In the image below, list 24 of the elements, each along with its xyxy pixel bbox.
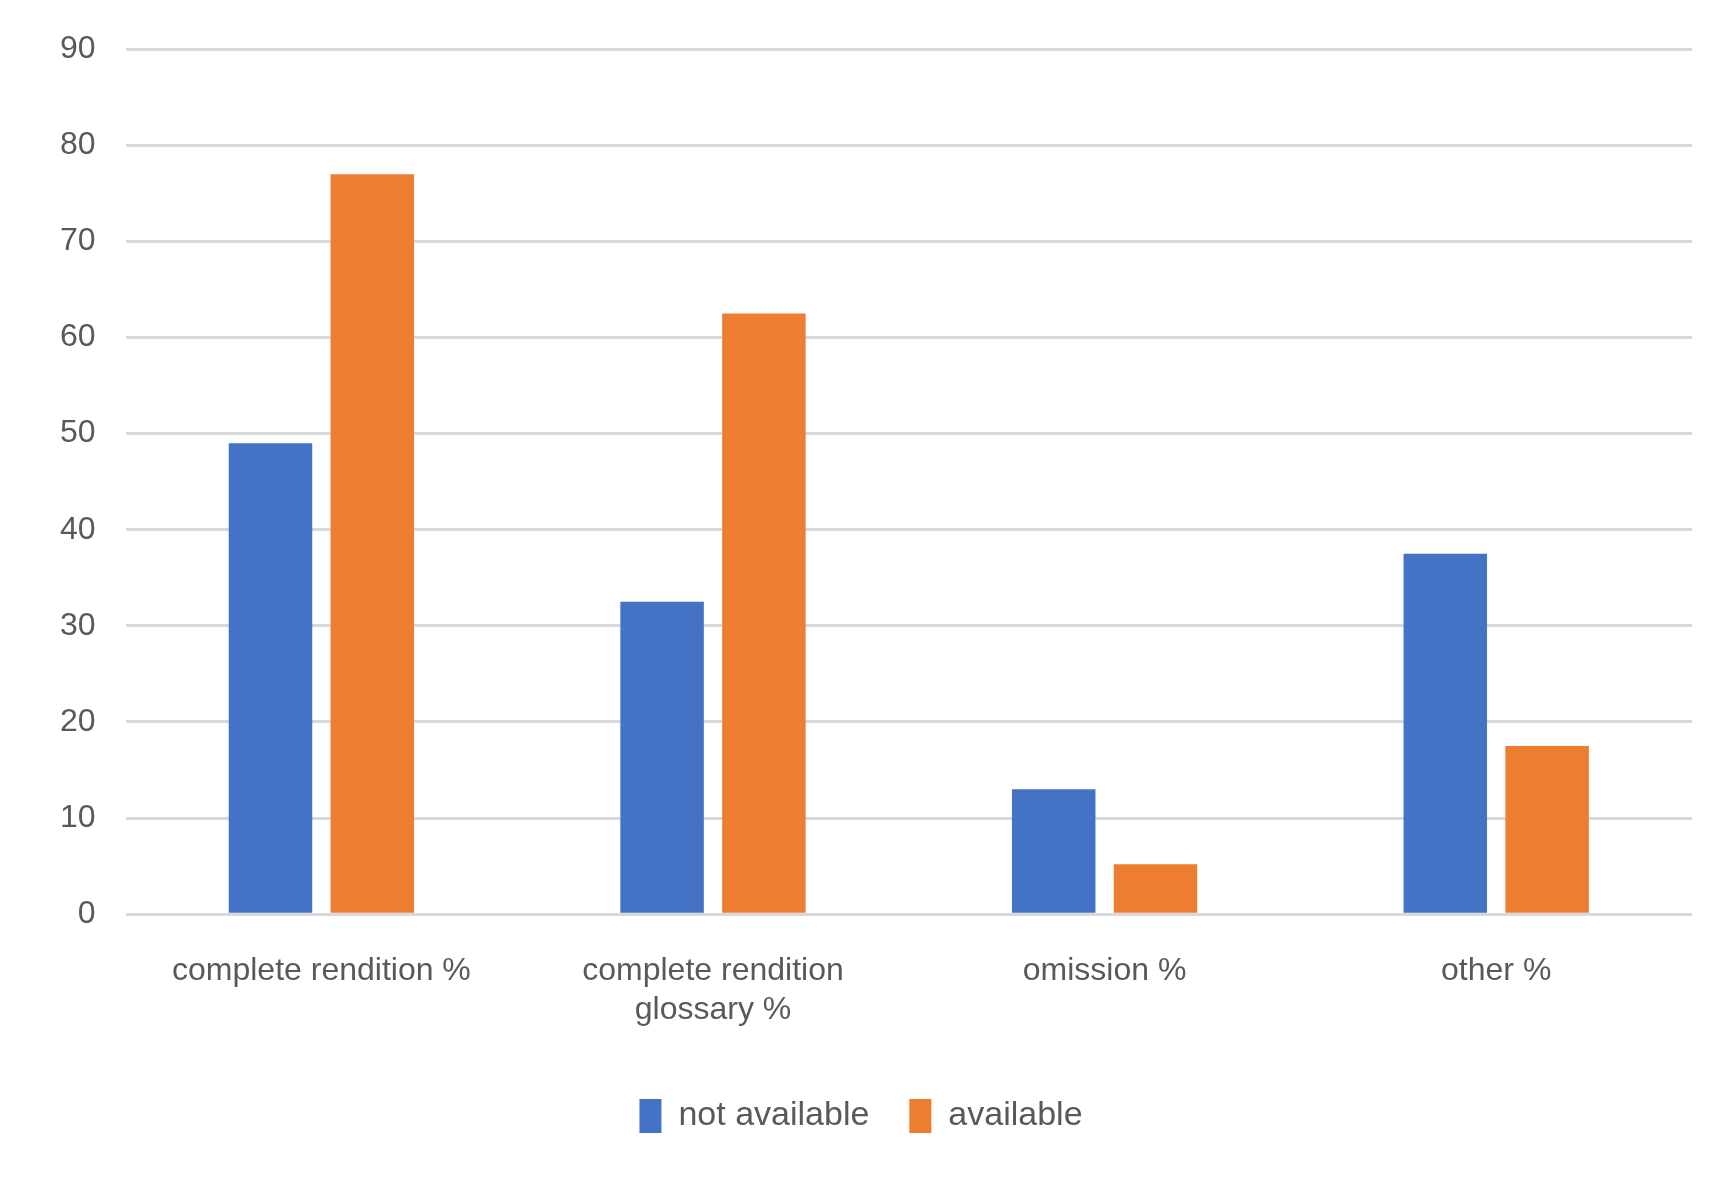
y-tick-label: 30 xyxy=(60,605,96,642)
y-tick-label: 10 xyxy=(60,797,96,834)
bar xyxy=(330,174,415,913)
y-tick-label: 80 xyxy=(60,125,96,162)
y-tick-label: 60 xyxy=(60,317,96,354)
bar xyxy=(620,601,704,913)
legend-label: available xyxy=(948,1094,1083,1133)
x-tick-label: complete rendition % xyxy=(171,951,471,988)
bar xyxy=(1505,746,1589,913)
bar xyxy=(228,443,313,913)
y-tick-label: 40 xyxy=(60,509,96,546)
x-tick-label: other % xyxy=(1441,951,1552,988)
legend-label: not available xyxy=(678,1094,870,1133)
y-tick-label: 70 xyxy=(60,221,96,258)
y-tick-label: 90 xyxy=(60,29,96,66)
bar xyxy=(1403,553,1488,913)
bar xyxy=(722,313,806,913)
y-tick-label: 0 xyxy=(77,894,96,931)
x-tick-label: complete rendition glossary % xyxy=(582,951,844,1026)
bar xyxy=(1113,864,1198,913)
y-tick-label: 50 xyxy=(60,413,96,450)
y-tick-label: 20 xyxy=(60,701,96,738)
x-tick-label: omission % xyxy=(1022,951,1187,988)
bar xyxy=(1011,789,1096,913)
